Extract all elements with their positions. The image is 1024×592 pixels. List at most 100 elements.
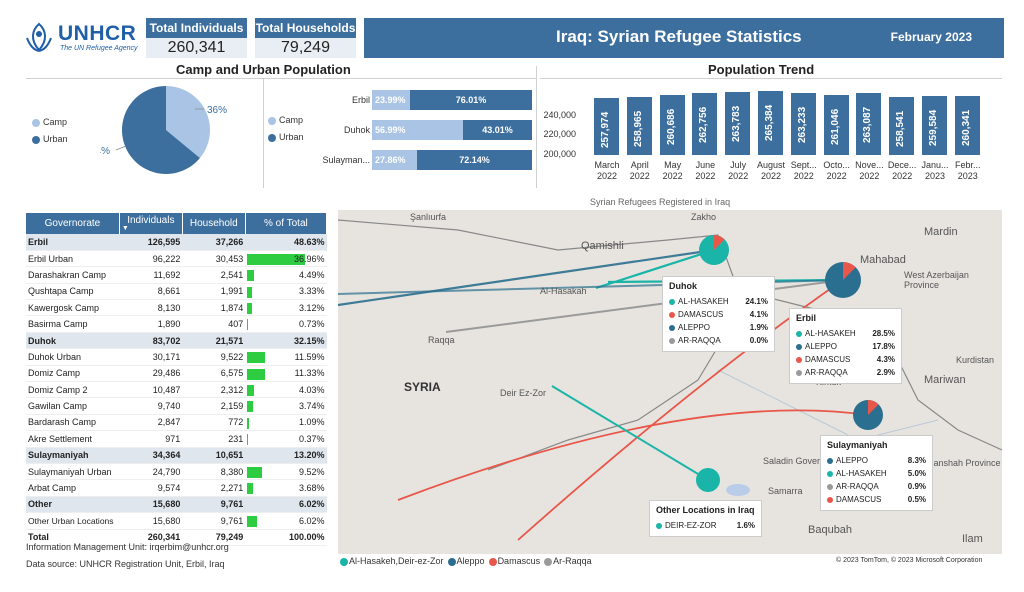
table-row[interactable]: Domiz Camp 29,486 6,575 11.33%	[26, 365, 327, 383]
table-header-row: Governorate Individuals ▼ Household % of …	[26, 213, 328, 234]
x-tick-label: June 2022	[695, 160, 716, 181]
table-row[interactable]: Kawergosk Camp 8,130 1,874 3.12%	[26, 299, 327, 317]
bar-segment-camp[interactable]: 56.99%	[372, 120, 463, 140]
table-row[interactable]: Total 260,341 79,249 100.00%	[26, 529, 327, 546]
bar-segment-camp[interactable]: 23.99%	[372, 90, 410, 110]
table-row[interactable]: Other 15,680 9,761 6.02%	[26, 496, 327, 514]
trend-bar-label: 265,384	[764, 104, 775, 141]
table-row[interactable]: Duhok 83,702 21,571 32.15%	[26, 332, 327, 350]
col-label: Individuals	[127, 215, 175, 226]
cell-household: 231	[182, 430, 246, 448]
legend-label: Aleppo	[456, 556, 485, 566]
cell-individuals: 9,740	[119, 397, 183, 415]
trend-bar-label: 257,974	[600, 111, 611, 148]
origin-percent: 0.0%	[749, 336, 768, 345]
governorate-table: Governorate Individuals ▼ Household % of …	[26, 213, 328, 546]
table-row[interactable]: Sulaymaniyah 34,364 10,651 13.20%	[26, 447, 327, 464]
bar-row: Erbil 23.99% 76.01%	[310, 90, 532, 110]
trend-bar[interactable]	[725, 92, 751, 155]
y-tick-label: 240,000	[543, 109, 576, 120]
trend-bar[interactable]	[626, 96, 652, 155]
cell-percent: 6.02%	[245, 496, 327, 514]
percent-bar	[247, 466, 263, 478]
unhcr-emblem-icon	[26, 22, 52, 52]
pie-slice-urban[interactable]	[122, 86, 200, 174]
origin-name: DAMASCUS	[836, 495, 882, 504]
trend-bar-label: 261,046	[829, 108, 841, 145]
table-row[interactable]: Domiz Camp 2 10,487 2,312 4.03%	[26, 381, 327, 399]
trend-bar[interactable]	[659, 95, 685, 155]
bar-segment-urban[interactable]: 76.01%	[410, 90, 532, 110]
trend-bar-label: 258,965	[632, 110, 644, 147]
map-legend: Al-Hasakeh,Deir-ez-Zor Aleppo Damascus Ar-R…	[340, 556, 596, 566]
trend-bar[interactable]	[856, 92, 882, 155]
cell-percent: 48.63%	[245, 234, 327, 251]
map-legend-item[interactable]: Al-Hasakeh,Deir-ez-Zor	[340, 556, 444, 566]
trend-bar[interactable]	[954, 95, 980, 155]
table-row[interactable]: Akre Settlement 971 231 0.37%	[26, 430, 327, 448]
col-percent[interactable]: % of Total	[245, 213, 328, 234]
table-row[interactable]: Sulaymaniyah Urban 24,790 8,380 9.52%	[26, 463, 327, 481]
table-row[interactable]: Basirma Camp 1,890 407 0.73%	[26, 315, 327, 333]
legend-swatch	[669, 324, 675, 331]
percent-bar	[247, 417, 249, 429]
camp-urban-bars: Erbil 23.99% 76.01% Duhok 56.99% 43.01% Sulaym…	[310, 90, 532, 180]
col-individuals[interactable]: Individuals ▼	[119, 213, 183, 234]
bar-segment-camp[interactable]: 27.86%	[372, 150, 417, 170]
trend-bar-label: 263,233	[796, 106, 808, 143]
cell-household: 2,541	[182, 266, 246, 284]
flow-hasakeh-duhok	[595, 248, 715, 290]
lake	[726, 484, 750, 496]
percent-bar	[247, 253, 306, 265]
report-date: February 2023	[890, 30, 972, 44]
map-pie-other[interactable]	[696, 468, 720, 492]
cell-percent: 9.52%	[245, 463, 327, 481]
trend-bar[interactable]	[922, 96, 947, 155]
map-legend-item[interactable]: Ar-Raqqa	[544, 556, 592, 566]
bar-segment-urban[interactable]: 43.01%	[463, 120, 532, 140]
trend-bar[interactable]	[758, 90, 783, 155]
cell-individuals: 2,847	[119, 414, 183, 432]
trend-bar[interactable]	[889, 97, 915, 155]
trend-bar[interactable]	[823, 94, 849, 155]
river-line	[717, 369, 939, 441]
table-row[interactable]: Arbat Camp 9,574 2,271 3.68%	[26, 479, 327, 497]
map-legend-item[interactable]: Damascus	[488, 556, 540, 566]
legend-swatch	[447, 557, 456, 566]
cell-individuals: 126,595	[119, 234, 183, 251]
col-governorate[interactable]: Governorate	[26, 213, 120, 234]
table-row[interactable]: Bardarash Camp 2,847 772 1.09%	[26, 414, 327, 432]
table-row[interactable]: Darashakran Camp 11,692 2,541 4.49%	[26, 266, 327, 284]
cell-household: 407	[182, 315, 246, 333]
pie-slice-camp[interactable]	[166, 86, 210, 159]
legend-swatch	[827, 483, 833, 490]
cell-governorate: Qushtapa Camp	[26, 283, 120, 301]
table-row[interactable]: Qushtapa Camp 8,661 1,991 3.33%	[26, 283, 327, 301]
cell-household: 2,312	[182, 381, 246, 399]
legend-swatch	[544, 557, 553, 566]
map-pie-slice	[714, 235, 725, 250]
trend-bar[interactable]	[790, 92, 816, 155]
table-row[interactable]: Erbil 126,595 37,266 48.63%	[26, 234, 327, 251]
bar-segment-urban[interactable]: 72.14%	[417, 150, 532, 170]
table-row[interactable]: Gawilan Camp 9,740 2,159 3.74%	[26, 397, 327, 415]
cell-individuals: 971	[119, 430, 183, 448]
map-card-row: DAMASCUS 0.5%	[827, 493, 926, 506]
map-place-label: Mardin	[924, 226, 958, 238]
col-household[interactable]: Household	[182, 213, 246, 234]
map-legend-item[interactable]: Aleppo	[447, 556, 485, 566]
cell-percent: 3.68%	[245, 479, 327, 497]
table-row[interactable]: Duhok Urban 30,171 9,522 11.59%	[26, 348, 327, 366]
trend-bar[interactable]	[692, 93, 718, 155]
table-row[interactable]: Erbil Urban 96,222 30,453 36.96%	[26, 250, 327, 268]
table-row[interactable]: Other Urban Locations 15,680 9,761 6.02%	[26, 512, 327, 530]
cell-percent: 4.49%	[245, 266, 327, 284]
cell-governorate: Darashakran Camp	[26, 266, 120, 284]
trend-bar[interactable]	[594, 97, 619, 155]
cell-percent: 3.12%	[245, 299, 327, 317]
x-tick-label: May 2022	[662, 160, 683, 181]
map-place-label: Al-Hasakah	[540, 286, 587, 296]
legend-swatch	[32, 135, 40, 144]
map-card-title: Erbil	[796, 313, 817, 323]
refugee-map[interactable]: Şanlıurfa Qamishli Al-Hasakah Raqqa SYRIA Dei…	[338, 210, 1002, 554]
